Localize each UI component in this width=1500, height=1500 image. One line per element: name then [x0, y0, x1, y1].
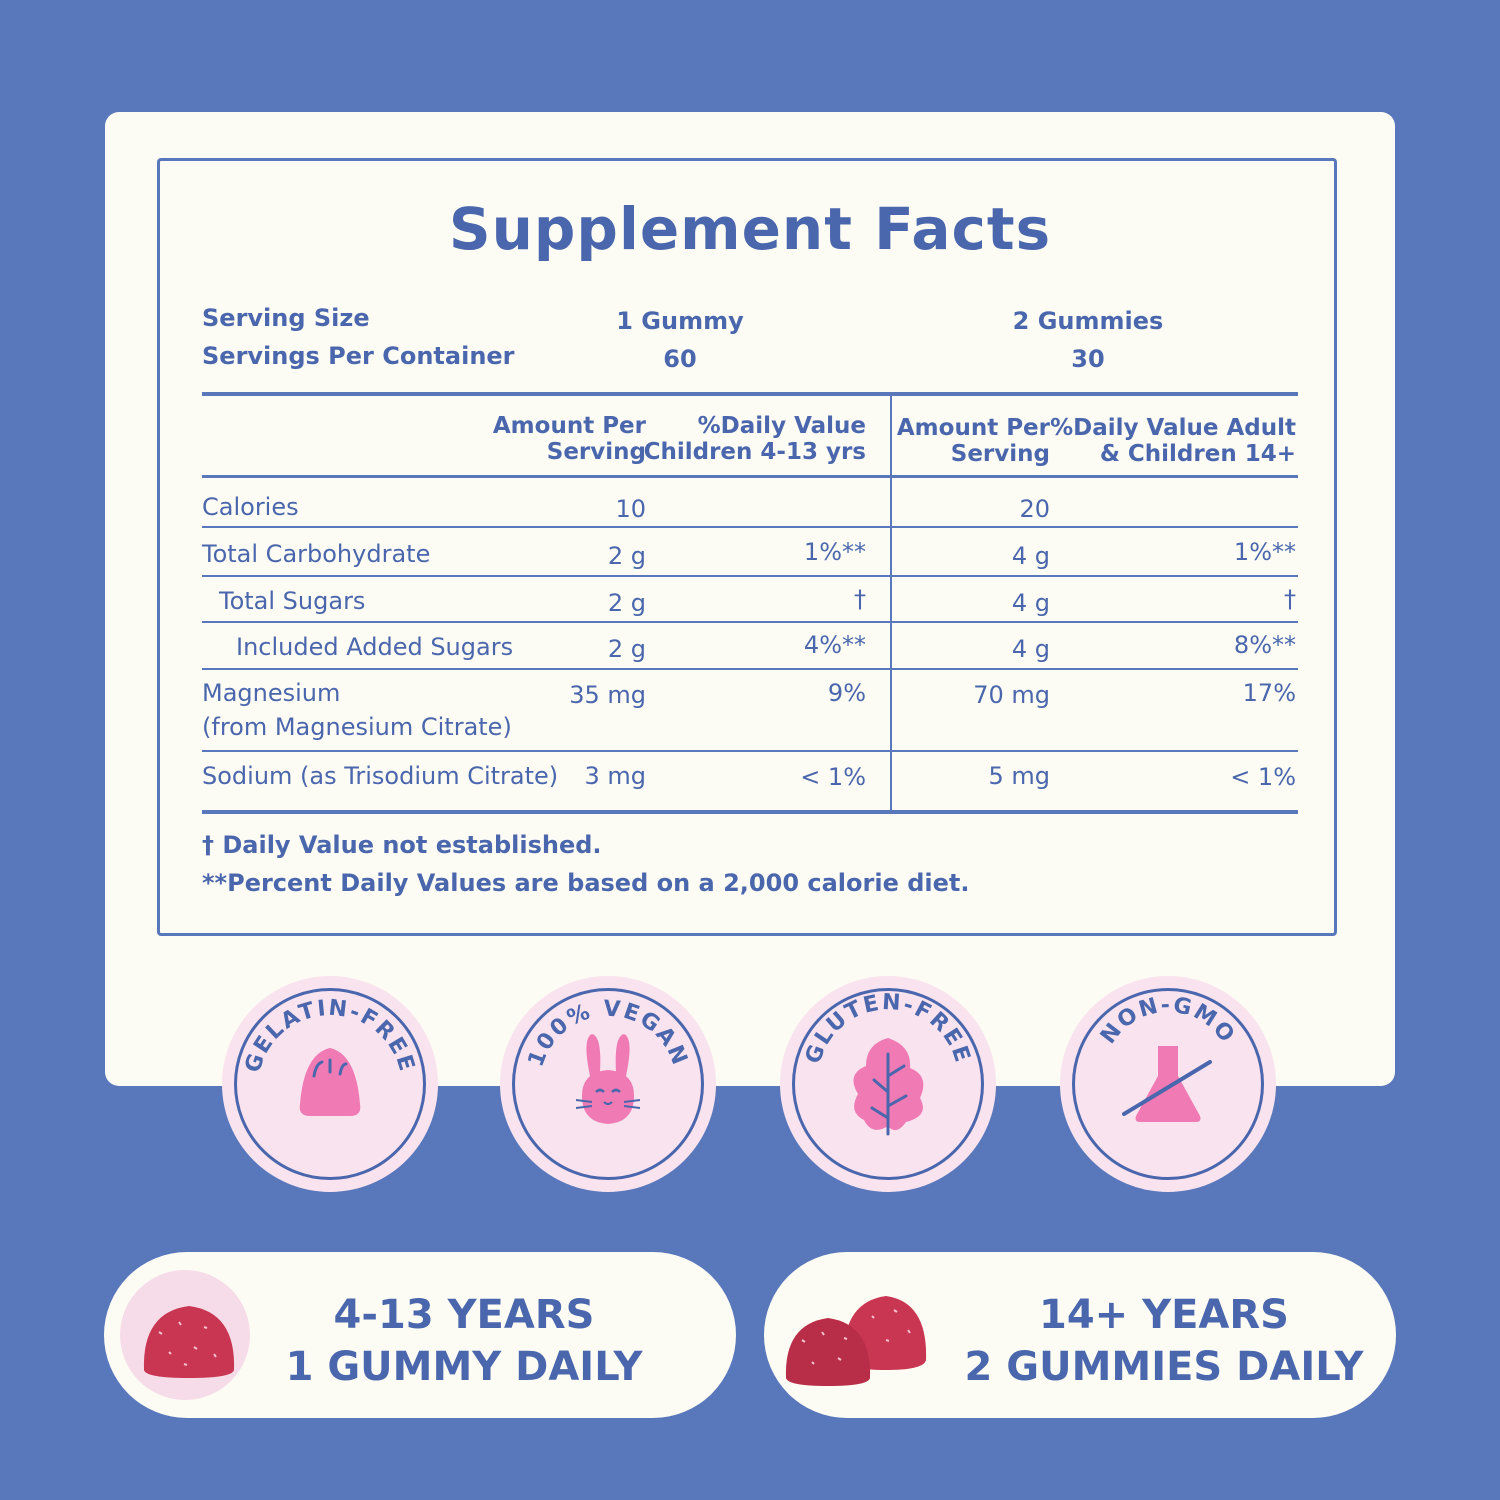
table-top-rule	[202, 392, 1298, 396]
row-carb-adult-amount: 4 g	[1011, 542, 1050, 570]
row-added-sugars-adult-dv: 8%**	[1233, 631, 1296, 659]
servings-per-container-label: Servings Per Container	[202, 342, 515, 370]
row-divider	[202, 621, 1298, 623]
non-gmo-badge: NON-GMO	[1060, 976, 1276, 1192]
gluten-free-badge: GLUTEN-FREE	[780, 976, 996, 1192]
adult-serving-size: 2 Gummies	[1012, 307, 1164, 335]
child-serving-size: 1 Gummy	[616, 307, 744, 335]
row-sugars-adult-amount: 4 g	[1011, 589, 1050, 617]
header-rule	[202, 475, 1298, 478]
adult-dv-header: %Daily Value Adult & Children 14+	[1050, 415, 1296, 467]
two-gummies-icon	[785, 1296, 927, 1386]
adult-amount-header: Amount Per Serving	[896, 415, 1050, 467]
row-carb-child-dv: 1%**	[803, 538, 866, 566]
row-sodium-name: Sodium (as Trisodium Citrate)	[202, 762, 559, 790]
row-sodium-adult-amount: 5 mg	[988, 762, 1050, 790]
jelly-icon	[299, 1048, 361, 1116]
row-sodium-adult-dv: < 1%	[1230, 763, 1296, 791]
row-sugars-name: Total Sugars	[219, 587, 366, 615]
supplement-facts-panel	[157, 158, 1337, 936]
row-sodium-child-dv: < 1%	[800, 763, 866, 791]
child-amount-header: Amount Per Serving	[492, 413, 646, 465]
row-added-sugars-name: Included Added Sugars	[236, 633, 514, 661]
bunny-icon	[575, 1034, 641, 1124]
row-magnesium-source: (from Magnesium Citrate)	[202, 713, 512, 741]
row-divider	[202, 750, 1298, 752]
dosage-age-adults: 14+ YEARS	[1039, 1292, 1289, 1338]
flask-crossed-icon	[1122, 1046, 1212, 1122]
row-calories-name: Calories	[202, 493, 299, 521]
row-sugars-child-amount: 2 g	[607, 589, 646, 617]
child-dv-header: %Daily Value Children 4-13 yrs	[643, 413, 866, 465]
row-divider	[202, 668, 1298, 670]
svg-text:NON-GMO: NON-GMO	[1096, 993, 1240, 1049]
row-magnesium-child-amount: 35 mg	[569, 681, 646, 709]
svg-text:100% VEGAN: 100% VEGAN	[524, 997, 693, 1071]
gelatin-free-badge: GELATIN-FREE	[222, 976, 438, 1192]
row-sodium-child-amount: 3 mg	[584, 762, 646, 790]
row-added-sugars-child-amount: 2 g	[607, 635, 646, 663]
row-sugars-child-dv: †	[854, 585, 866, 613]
row-sugars-adult-dv: †	[1284, 585, 1296, 613]
table-bottom-rule	[202, 810, 1298, 814]
row-magnesium-adult-amount: 70 mg	[973, 681, 1050, 709]
badge-label: 100% VEGAN	[524, 997, 691, 1071]
page-title: Supplement Facts	[448, 195, 1052, 263]
row-carb-child-amount: 2 g	[607, 542, 646, 570]
svg-text:GELATIN-FREE: GELATIN-FREE	[241, 996, 420, 1076]
row-magnesium-child-dv: 9%	[827, 679, 866, 707]
row-carb-adult-dv: 1%**	[1233, 538, 1296, 566]
column-divider	[890, 392, 892, 812]
row-carb-name: Total Carbohydrate	[202, 540, 431, 568]
facts-card	[105, 112, 1395, 1086]
vegan-badge: 100% VEGAN	[500, 976, 716, 1192]
serving-size-label: Serving Size	[202, 304, 370, 332]
dosage-age-children: 4-13 YEARS	[333, 1292, 595, 1338]
row-added-sugars-child-dv: 4%**	[803, 631, 866, 659]
row-divider	[202, 575, 1298, 577]
row-calories-child-amount: 10	[615, 495, 646, 523]
row-divider	[202, 526, 1298, 528]
child-servings-per-container: 60	[663, 345, 697, 373]
row-magnesium-name: Magnesium	[202, 679, 341, 707]
row-calories-adult-amount: 20	[1019, 495, 1050, 523]
gummy-icon	[143, 1306, 235, 1378]
svg-text:GLUTEN-FREE: GLUTEN-FREE	[801, 990, 975, 1067]
dosage-amount-adults: 2 GUMMIES DAILY	[964, 1344, 1364, 1390]
row-added-sugars-adult-amount: 4 g	[1011, 635, 1050, 663]
badge-label: NON-GMO	[1096, 993, 1238, 1049]
badge-label: GLUTEN-FREE	[801, 990, 973, 1067]
percent-footnote: **Percent Daily Values are based on a 2,…	[202, 869, 970, 897]
adult-servings-per-container: 30	[1071, 345, 1105, 373]
dosage-card-children: 4-13 YEARS 1 GUMMY DAILY	[104, 1252, 736, 1418]
dosage-card-adults: 14+ YEARS 2 GUMMIES DAILY	[764, 1252, 1396, 1418]
dosage-amount-children: 1 GUMMY DAILY	[285, 1344, 643, 1390]
dagger-footnote: † Daily Value not established.	[202, 831, 602, 859]
badge-label: GELATIN-FREE	[241, 996, 418, 1076]
leaf-icon	[853, 1038, 924, 1136]
row-magnesium-adult-dv: 17%	[1242, 679, 1296, 707]
